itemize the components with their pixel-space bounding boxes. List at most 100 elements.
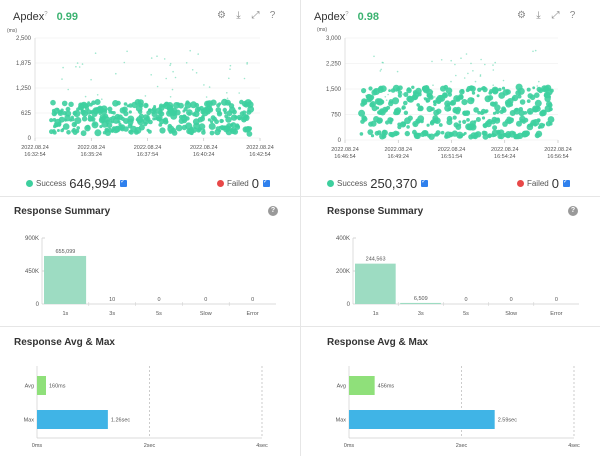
scatter-point <box>212 116 218 122</box>
scatter-point <box>480 111 484 115</box>
scatter-point <box>390 88 396 93</box>
scatter-point <box>162 103 167 108</box>
scatter-point <box>64 118 67 122</box>
bar-value-label: 0 <box>510 297 513 303</box>
scatter-point <box>143 102 149 109</box>
scatter-point <box>494 61 496 64</box>
scatter-point <box>159 127 166 134</box>
scatter-point <box>159 111 165 117</box>
scatter-chart[interactable]: 3,0002,2501,50075002022.08.2416:46:54202… <box>301 30 600 170</box>
scatter-point <box>223 111 227 115</box>
success-checkbox[interactable] <box>421 178 429 187</box>
help-icon[interactable]: ? <box>268 206 278 216</box>
scatter-point <box>481 130 487 136</box>
scatter-point <box>198 123 206 130</box>
scatter-point <box>417 105 424 112</box>
scatter-point <box>150 74 152 76</box>
scatter-point <box>175 124 183 132</box>
failed-checkbox[interactable] <box>563 178 570 187</box>
scatter-point <box>384 96 387 98</box>
y-tick-label: 1,500 <box>326 87 342 93</box>
help-icon[interactable]: ? <box>568 206 578 216</box>
help-icon[interactable]: ? <box>569 10 576 21</box>
x-category-label: 1s <box>62 311 68 317</box>
scatter-point <box>491 129 499 137</box>
scatter-point <box>156 55 158 57</box>
apdex-info-icon[interactable]: ? <box>44 11 48 18</box>
scatter-point <box>477 87 482 92</box>
scatter-point <box>433 133 437 137</box>
scatter-chart[interactable]: 2,5001,8751,25062502022.08.2416:32:54202… <box>0 30 300 170</box>
gear-icon[interactable]: ⚙ <box>517 10 526 21</box>
scatter-point <box>450 132 454 136</box>
scatter-point <box>401 93 404 95</box>
summary-bar <box>44 255 87 304</box>
scatter-point <box>367 129 374 135</box>
scatter-point <box>460 89 465 93</box>
scatter-point <box>435 98 442 105</box>
scatter-point <box>186 109 193 116</box>
scatter-point <box>427 133 432 138</box>
scatter-point <box>467 97 475 105</box>
scatter-point <box>526 99 531 103</box>
x-tick-label: 2sec <box>144 443 156 449</box>
scatter-point <box>515 83 523 91</box>
scatter-point <box>87 101 90 104</box>
scatter-point <box>501 106 506 112</box>
scatter-point <box>381 61 384 64</box>
legend-success[interactable]: Success 646,994 <box>26 176 128 191</box>
scatter-point <box>530 123 534 127</box>
scatter-point <box>453 122 459 128</box>
download-icon[interactable]: ⤓ <box>236 10 241 21</box>
scatter-point <box>454 63 456 66</box>
scatter-point <box>534 132 541 139</box>
expand-icon[interactable]: ⤢ <box>251 10 260 21</box>
scatter-point <box>388 89 391 92</box>
failed-checkbox[interactable] <box>263 178 270 187</box>
scatter-point <box>373 116 380 123</box>
scatter-point <box>512 131 516 135</box>
scatter-point <box>392 130 399 137</box>
legend-failed[interactable]: Failed 0 <box>516 176 570 191</box>
scatter-point <box>524 130 530 137</box>
scatter-point <box>151 111 158 118</box>
scatter-point <box>450 80 452 83</box>
expand-icon[interactable]: ⤢ <box>551 10 560 21</box>
scatter-point <box>368 86 373 91</box>
scatter-point <box>538 80 540 83</box>
scatter-point <box>210 120 214 124</box>
scatter-point <box>62 123 70 130</box>
y-tick-label: 0 <box>347 302 351 308</box>
failed-count: 0 <box>251 176 259 191</box>
scatter-point <box>230 128 234 132</box>
scatter-point <box>397 90 403 95</box>
scatter-point <box>397 93 402 98</box>
help-icon[interactable]: ? <box>269 10 276 21</box>
apdex-value: 0.98 <box>357 11 380 23</box>
scatter-point <box>208 122 216 130</box>
scatter-point <box>53 124 57 129</box>
scatter-point <box>87 114 92 119</box>
download-icon[interactable]: ⤓ <box>536 10 541 21</box>
gear-icon[interactable]: ⚙ <box>217 10 226 21</box>
apdex-info-icon[interactable]: ? <box>345 11 349 18</box>
x-tick-date: 2022.08.24 <box>491 147 519 153</box>
y-tick-label: 0 <box>36 302 40 308</box>
y-tick-label: 2,500 <box>16 36 32 42</box>
bar-value-label: 655,099 <box>55 249 75 255</box>
scatter-point <box>373 90 376 92</box>
scatter-point <box>501 86 506 90</box>
scatter-point <box>532 50 534 53</box>
success-checkbox[interactable] <box>120 178 128 187</box>
scatter-point <box>112 126 120 134</box>
scatter-point <box>492 64 494 66</box>
legend-failed[interactable]: Failed 0 <box>216 176 270 191</box>
scatter-point <box>218 102 222 106</box>
scatter-point <box>201 130 206 135</box>
scatter-point <box>426 88 433 96</box>
scatter-point <box>412 94 419 100</box>
scatter-point <box>227 102 231 106</box>
scatter-point <box>527 93 533 99</box>
legend-success[interactable]: Success 250,370 <box>327 176 429 191</box>
